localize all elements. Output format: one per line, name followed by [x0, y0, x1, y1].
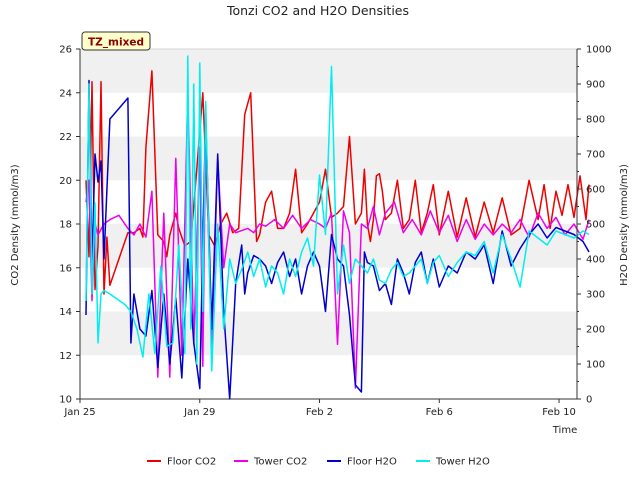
- site-label: TZ_mixed: [88, 37, 144, 49]
- y2-tick-label: 700: [586, 150, 605, 161]
- y2-tick-label: 1000: [586, 45, 611, 56]
- series-line-tower-co2: [85, 92, 590, 389]
- y2-tick-label: 600: [586, 185, 605, 196]
- background-bands: [80, 49, 577, 356]
- axes-layer: 10 12 14 16 18 20 22 24 26 0 100 200 300 400 500 600 700…: [59, 45, 611, 419]
- y-tick-label: 14: [59, 307, 72, 318]
- legend-label-floor-co2: Floor CO2: [167, 457, 216, 468]
- legend-label-floor-h2o: Floor H2O: [347, 457, 397, 468]
- x-tick-label: Feb 6: [426, 407, 453, 418]
- series-line-floor-h2o: [85, 79, 590, 400]
- x-tick-label: Jan 25: [63, 407, 95, 418]
- x-tick-label: Feb 10: [542, 407, 576, 418]
- chart-title: Tonzi CO2 and H2O Densities: [226, 3, 409, 18]
- y-tick-label: 26: [59, 45, 72, 56]
- y2-tick-label: 900: [586, 80, 605, 91]
- y2-tick-label: 300: [586, 290, 605, 301]
- y2-tick-label: 400: [586, 255, 605, 266]
- y-axis-label: CO2 Density (mmol/m3): [10, 164, 21, 285]
- y-tick-label: 20: [59, 176, 72, 187]
- y2-tick-label: 100: [586, 360, 605, 371]
- legend-item-floor-co2: Floor CO2: [147, 457, 216, 468]
- y2-tick-label: 200: [586, 325, 605, 336]
- legend-item-tower-h2o: Tower H2O: [416, 457, 490, 468]
- series-layer: [85, 55, 590, 400]
- site-label-box: TZ_mixed: [81, 31, 151, 51]
- y-tick-label: 12: [59, 351, 72, 362]
- y-tick-label: 22: [59, 132, 72, 143]
- x-tick-label: Jan 29: [183, 407, 215, 418]
- y-tick-label: 10: [59, 395, 72, 406]
- series-line-tower-h2o: [85, 55, 590, 372]
- y-tick-label: 24: [59, 88, 72, 99]
- y2-tick-label: 800: [586, 115, 605, 126]
- y2-axis-label: H2O Density (mmol/m3): [619, 164, 630, 286]
- background-band: [80, 49, 577, 93]
- y-tick-label: 16: [59, 263, 72, 274]
- legend-label-tower-co2: Tower CO2: [253, 457, 307, 468]
- x-axis-label: Time: [552, 425, 577, 436]
- legend-item-floor-h2o: Floor H2O: [327, 457, 397, 468]
- y2-tick-label: 500: [586, 220, 605, 231]
- legend-label-tower-h2o: Tower H2O: [435, 457, 490, 468]
- legend-item-tower-co2: Tower CO2: [234, 457, 307, 468]
- site-label-frame: [81, 31, 151, 51]
- y2-tick-label: 0: [586, 395, 592, 406]
- background-band: [80, 311, 577, 356]
- series-line-floor-co2: [85, 70, 590, 295]
- y-tick-label: 18: [59, 220, 72, 231]
- x-tick-label: Feb 2: [306, 407, 333, 418]
- legend: Floor CO2 Tower CO2 Floor H2O Tower H2O: [147, 457, 490, 468]
